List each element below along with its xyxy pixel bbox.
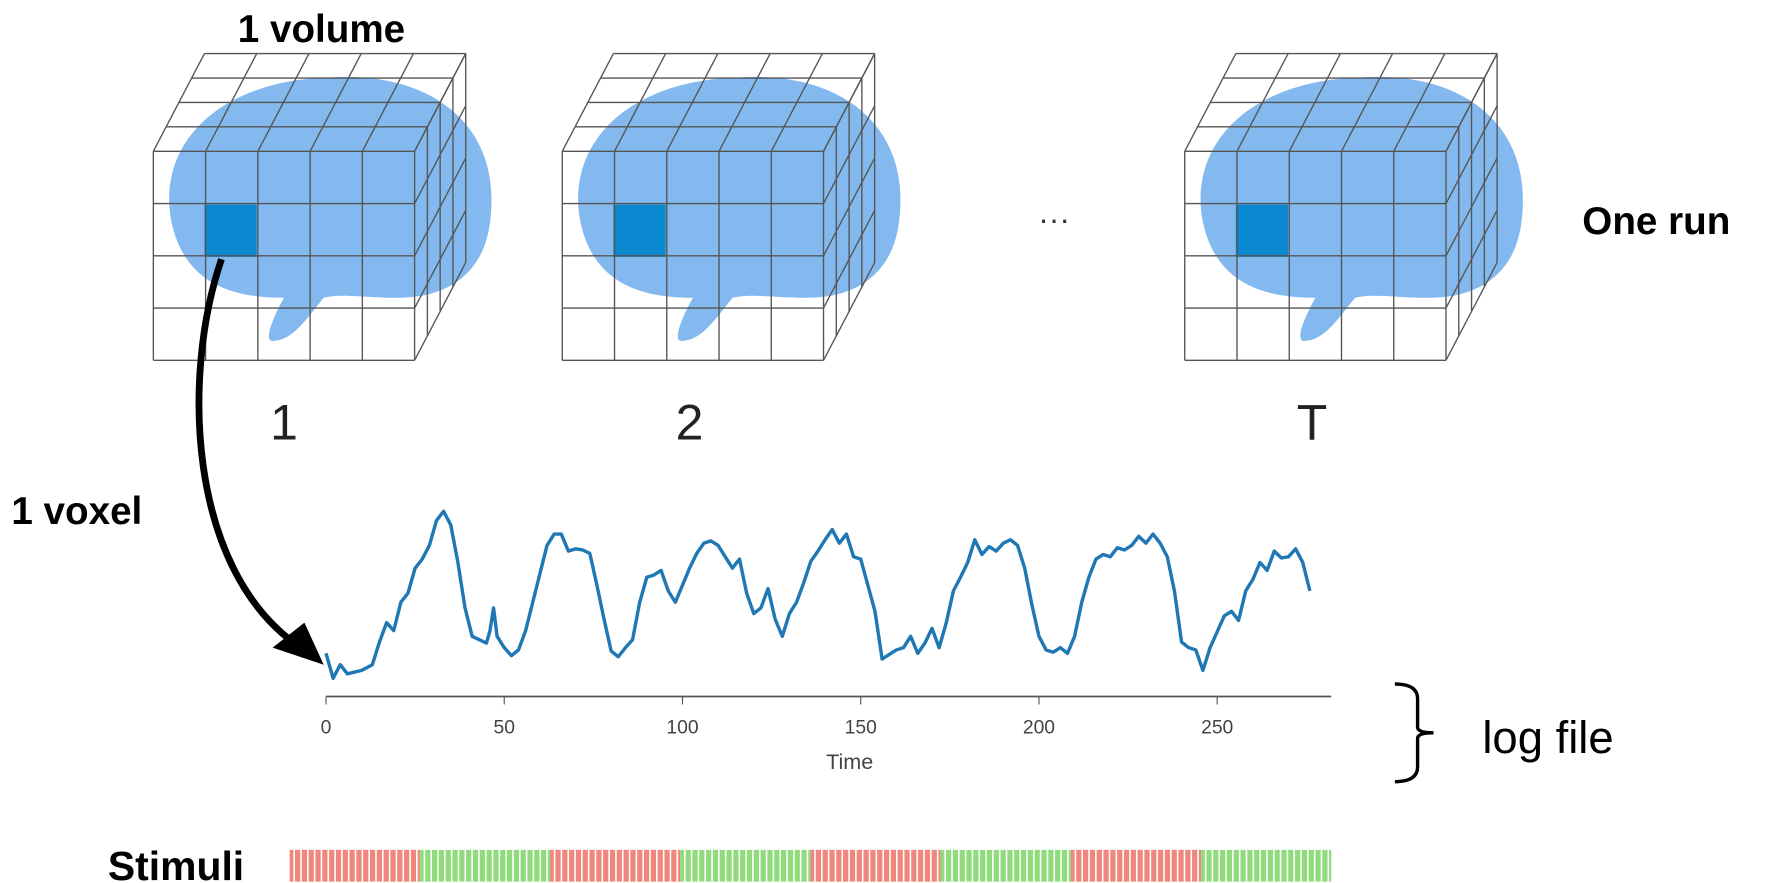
x-tick-label: 50 bbox=[494, 717, 515, 738]
voxel bbox=[204, 204, 257, 257]
brace bbox=[1394, 682, 1434, 784]
volume-index: T bbox=[1297, 394, 1328, 450]
x-axis-label: Time bbox=[826, 749, 873, 774]
x-tick-label: 150 bbox=[845, 717, 877, 738]
x-tick-label: 250 bbox=[1201, 717, 1233, 738]
brain bbox=[578, 76, 901, 341]
voxel bbox=[1235, 204, 1289, 257]
voxel bbox=[613, 204, 666, 257]
ellipsis: ··· bbox=[1038, 201, 1070, 237]
voxel-label: 1 voxel bbox=[11, 490, 142, 533]
volume-label: 1 volume bbox=[238, 8, 405, 51]
brain bbox=[1200, 76, 1523, 341]
voxel-arrow bbox=[195, 258, 300, 649]
arrow-head bbox=[272, 622, 324, 665]
log-label: log file bbox=[1482, 712, 1613, 763]
volume: T bbox=[1184, 52, 1523, 450]
run-label: One run bbox=[1582, 200, 1730, 243]
x-tick-label: 200 bbox=[1023, 717, 1055, 738]
signal-line bbox=[324, 509, 1312, 681]
x-tick-label: 0 bbox=[321, 717, 332, 738]
volume: 2 bbox=[561, 52, 901, 450]
brain bbox=[169, 76, 492, 341]
volume: 1 bbox=[152, 52, 492, 450]
volume-index: 1 bbox=[270, 394, 298, 450]
stimuli-label: Stimuli bbox=[108, 843, 244, 883]
volumes: 1 2 T bbox=[152, 52, 1523, 450]
x-tick-label: 100 bbox=[666, 717, 698, 738]
volume-index: 2 bbox=[676, 394, 704, 450]
